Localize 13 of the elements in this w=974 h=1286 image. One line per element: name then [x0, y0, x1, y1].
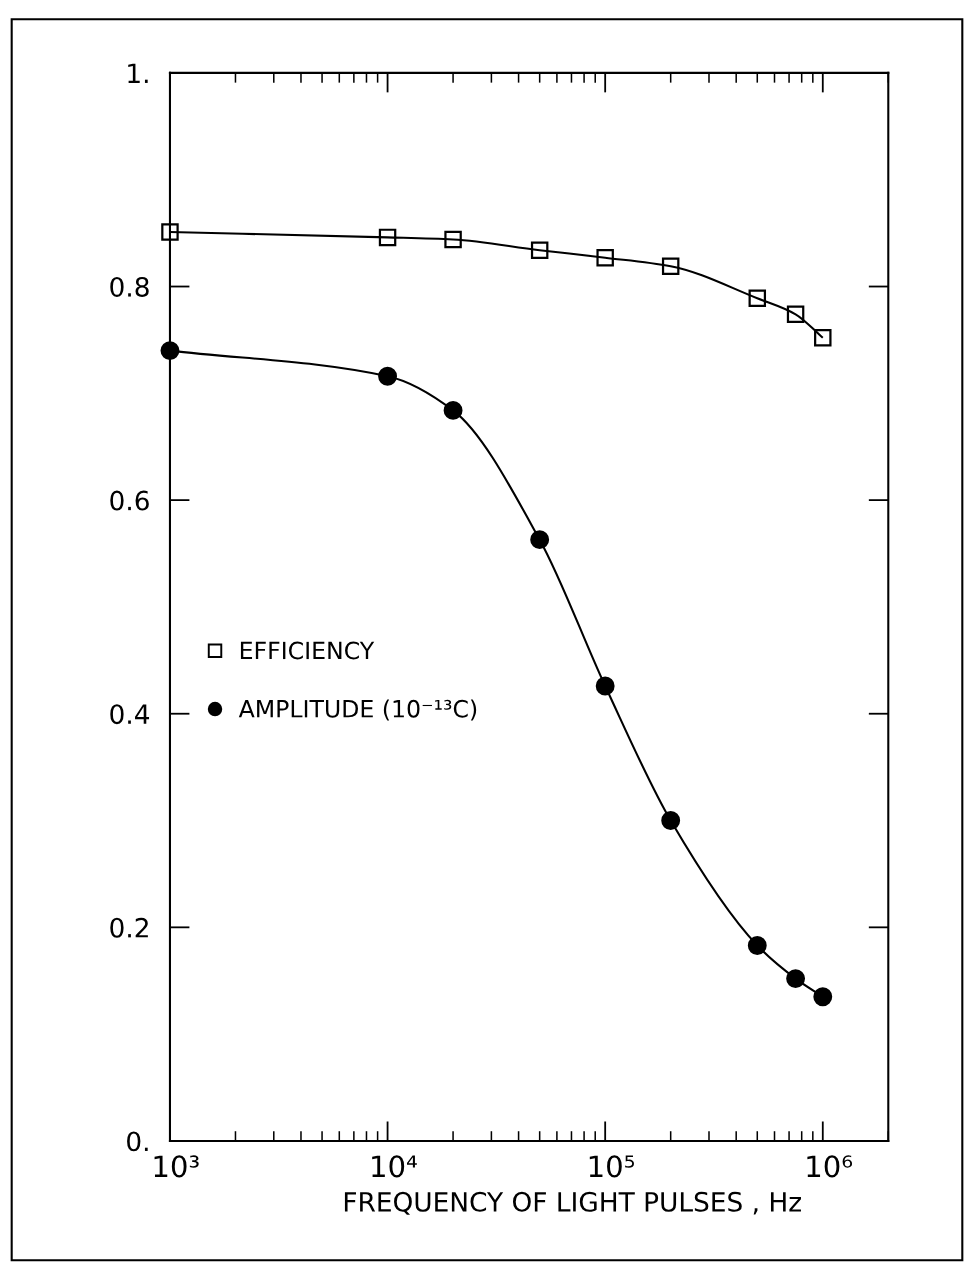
- x-axis-title: FREQUENCY OF LIGHT PULSES , Hz: [344, 1191, 801, 1215]
- y-tick-label: 0.6: [110, 490, 149, 511]
- x-tick-label: 10⁵: [589, 1155, 634, 1178]
- x-tick-label: 10⁶: [807, 1155, 853, 1178]
- legend-label: AMPLITUDE (10⁻¹³C): [238, 699, 477, 721]
- y-tick-label: 0.8: [110, 276, 149, 297]
- y-tick-label: 0.2: [110, 917, 148, 938]
- y-tick-label: 0.4: [110, 704, 150, 725]
- y-tick-label: 1.: [128, 63, 148, 83]
- y-tick-label: 0.: [127, 1131, 148, 1152]
- x-tick-label: 10³: [154, 1155, 199, 1178]
- legend-label: EFFICIENCY: [240, 641, 375, 660]
- x-tick-label: 10⁴: [372, 1155, 417, 1178]
